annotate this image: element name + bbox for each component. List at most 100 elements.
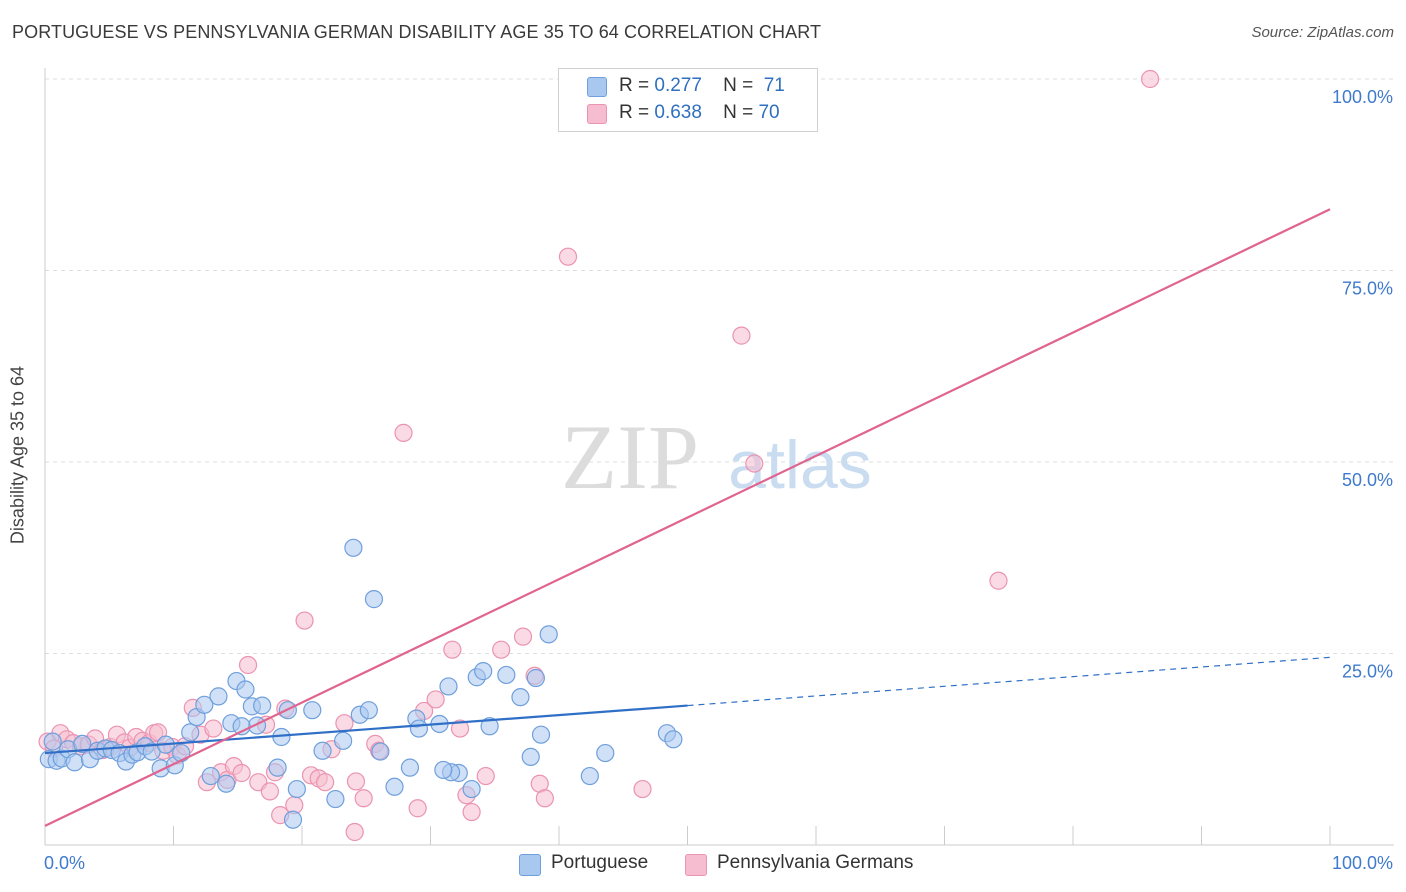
point-pennsylvania-germans: [513, 627, 533, 646]
point-portuguese: [526, 668, 545, 688]
point-portuguese: [247, 716, 267, 735]
point-portuguese: [43, 732, 62, 751]
point-pennsylvania-germans: [1140, 69, 1160, 89]
trend-layer: [44, 208, 1331, 827]
point-pennsylvania-germans: [345, 822, 364, 842]
point-portuguese: [531, 725, 551, 744]
point-portuguese: [181, 723, 200, 742]
legend-n-value: 70: [758, 102, 780, 123]
legend-n-label: N =: [723, 75, 754, 96]
point-portuguese: [359, 701, 378, 720]
x-tick-label: 100.0%: [1332, 853, 1393, 873]
legend-swatch-portuguese: [587, 77, 607, 97]
point-portuguese: [474, 662, 493, 681]
point-pennsylvania-germans: [732, 326, 751, 345]
trendline-portuguese: [44, 704, 688, 755]
point-portuguese: [334, 731, 353, 750]
legend-swatch-pennsylvania-germans: [587, 104, 607, 124]
point-portuguese: [596, 743, 615, 763]
axes-layer: [44, 68, 1394, 846]
point-portuguese: [344, 538, 363, 557]
bottom-legend-label-pennsylvania-germans: Pennsylvania Germans: [717, 852, 914, 873]
y-tick-label: 25.0%: [1342, 662, 1393, 682]
point-portuguese: [172, 743, 191, 763]
point-portuguese: [268, 758, 287, 777]
point-portuguese: [462, 779, 481, 799]
point-portuguese: [201, 766, 220, 786]
point-portuguese: [217, 774, 236, 793]
y-tick-label: 100.0%: [1332, 87, 1393, 107]
point-pennsylvania-germans: [989, 571, 1008, 590]
point-portuguese: [521, 747, 540, 767]
point-portuguese: [303, 701, 322, 720]
point-portuguese: [497, 665, 516, 685]
legend-r-label: R =: [619, 75, 650, 96]
point-portuguese: [580, 766, 599, 786]
point-pennsylvania-germans: [408, 799, 427, 818]
point-pennsylvania-germans: [535, 789, 554, 808]
legend-r-value: 0.638: [654, 102, 702, 123]
x-tick-label: 0.0%: [44, 853, 85, 873]
point-pennsylvania-germans: [633, 779, 652, 799]
trendline-pennsylvania-germans: [44, 208, 1331, 827]
point-pennsylvania-germans: [450, 719, 470, 738]
grid-layer: [45, 78, 1394, 654]
point-portuguese: [371, 742, 390, 761]
point-portuguese: [539, 625, 558, 644]
point-portuguese: [326, 789, 345, 809]
point-pennsylvania-germans: [394, 423, 413, 442]
watermark: ZIP atlas: [561, 406, 872, 508]
bottom-legend-label-portuguese: Portuguese: [551, 852, 649, 873]
legend-r-value: 0.277: [654, 75, 702, 96]
watermark-zip: ZIP: [561, 406, 699, 508]
chart-title: PORTUGUESE VS PENNSYLVANIA GERMAN DISABI…: [12, 22, 822, 42]
legend-n-value: 71: [763, 75, 785, 96]
point-pennsylvania-germans: [260, 782, 279, 801]
points-layer: [38, 69, 1160, 842]
point-portuguese: [385, 777, 404, 796]
y-tick-label: 50.0%: [1342, 470, 1393, 490]
point-portuguese: [236, 680, 255, 699]
point-pennsylvania-germans: [204, 719, 223, 738]
point-portuguese: [73, 734, 92, 753]
point-portuguese: [253, 696, 272, 715]
bottom-legend-swatch-portuguese: [519, 854, 541, 876]
point-portuguese: [400, 758, 420, 777]
point-portuguese: [664, 730, 683, 749]
point-pennsylvania-germans: [346, 772, 366, 791]
point-portuguese: [511, 688, 530, 707]
point-portuguese: [313, 741, 332, 760]
point-portuguese: [65, 753, 84, 772]
point-pennsylvania-germans: [476, 766, 495, 786]
point-pennsylvania-germans: [745, 454, 764, 473]
y-axis-label: Disability Age 35 to 64: [7, 365, 28, 545]
chart-source: Source: ZipAtlas.com: [1251, 24, 1394, 41]
point-portuguese: [283, 810, 303, 829]
point-portuguese: [209, 687, 228, 706]
point-pennsylvania-germans: [295, 611, 314, 630]
point-pennsylvania-germans: [492, 640, 511, 659]
tick-labels: 25.0% 50.0% 75.0% 100.0% 0.0% 100.0%: [44, 87, 1393, 873]
point-pennsylvania-germans: [558, 247, 578, 266]
point-pennsylvania-germans: [316, 773, 335, 792]
legend-n-label: N =: [723, 102, 754, 123]
point-pennsylvania-germans: [443, 640, 462, 659]
point-pennsylvania-germans: [354, 789, 373, 808]
y-tick-label: 75.0%: [1342, 279, 1393, 299]
trendline-portuguese-extension: [687, 656, 1331, 707]
point-pennsylvania-germans: [232, 763, 251, 783]
point-portuguese: [409, 719, 429, 738]
point-portuguese: [364, 590, 384, 609]
point-portuguese: [195, 695, 214, 714]
point-pennsylvania-germans: [238, 655, 258, 675]
bottom-legend: Portuguese Pennsylvania Germans: [0, 852, 1406, 876]
legend-r-label: R =: [619, 102, 650, 123]
point-pennsylvania-germans: [462, 802, 481, 822]
bottom-legend-swatch-pennsylvania-germans: [685, 854, 707, 876]
legend-box: R = 0.277 N = 71 R = 0.638 N = 70: [558, 68, 818, 132]
point-portuguese: [434, 760, 453, 780]
point-pennsylvania-germans: [426, 690, 445, 709]
point-portuguese: [439, 677, 458, 696]
point-portuguese: [480, 717, 499, 736]
